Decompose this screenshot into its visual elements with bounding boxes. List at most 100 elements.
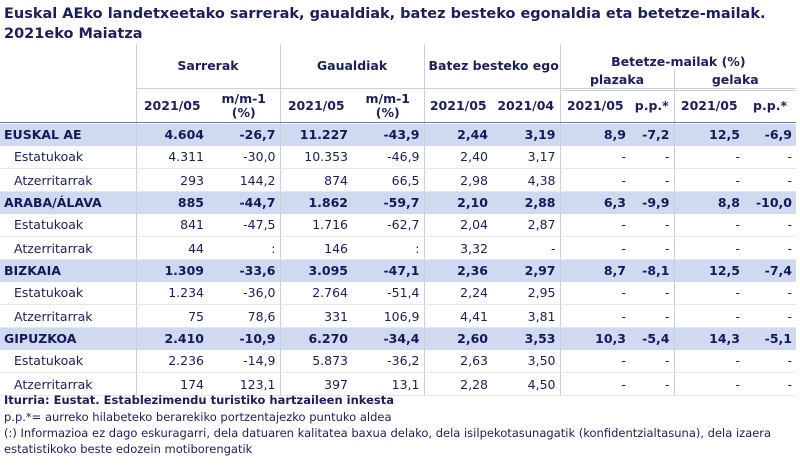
row-label: ARABA/ÁLAVA (0, 191, 137, 214)
table-cell: -5,4 (630, 327, 675, 350)
table-row: Estatukoak 841 -47,5 1.716 -62,7 2,04 2,87- - - - (0, 213, 796, 237)
table-cell: -44,7 (208, 191, 281, 214)
table-cell: -47,1 (352, 259, 425, 282)
row-label: GIPUZKOA (0, 327, 137, 350)
table-cell: 2,60 (424, 327, 492, 350)
header-year-sarrerak: 2021/05 (136, 90, 208, 124)
table-cell: -62,7 (352, 213, 425, 237)
table-cell: - (630, 213, 675, 237)
table-cell: 2,63 (424, 349, 492, 373)
table-cell: - (744, 145, 796, 169)
table-cell: 3,81 (492, 304, 561, 328)
table-cell: 106,9 (352, 304, 425, 328)
table-cell: 44 (136, 236, 208, 260)
pp-note: p.p.*= aurreko hilabeteko berarekiko por… (4, 410, 392, 424)
table-row: Atzerritarrak 293 144,2 874 66,5 2,98 4,38- - - - (0, 168, 796, 192)
region-row: EUSKAL AE 4.604 -26,7 11.227 -43,9 2,44 3,19 8,… (0, 123, 796, 146)
table-cell: 3,19 (492, 123, 561, 146)
table-title: Euskal AEko landetxeetako sarrerak, gaua… (4, 6, 766, 42)
table-cell: 4,41 (424, 304, 492, 328)
table-cell: 4.311 (136, 145, 208, 169)
table-cell: 8,7 (560, 259, 630, 282)
table-cell: - (560, 145, 630, 169)
table-cell: 11.227 (280, 123, 352, 146)
table-cell: 3,50 (492, 349, 561, 373)
table-cell: 10.353 (280, 145, 352, 169)
table-row: Estatukoak 4.311 -30,0 10.353 -46,9 2,40 3,17-… (0, 145, 796, 169)
subheader-table: plazaka gelaka 2021/05 m/m-1 (%) 2021/05… (0, 69, 797, 124)
header-mm1-sarrerak: m/m-1 (%) (208, 90, 281, 124)
table-cell: 1.862 (280, 191, 352, 214)
table-cell: 2,04 (424, 213, 492, 237)
source-note: Iturria: Eustat. Establezimendu turistik… (4, 393, 395, 407)
table-cell: - (560, 236, 630, 260)
table-cell: - (674, 281, 744, 305)
header-year-gelaka: 2021/05 (674, 90, 745, 124)
header-mm1-gaualdiak: m/m-1 (%) (352, 90, 425, 124)
table-cell: -43,9 (352, 123, 425, 146)
table-cell: -10,0 (744, 191, 796, 214)
table-cell: 2,40 (424, 145, 492, 169)
table-row: Atzerritarrak 174 123,1 397 13,1 2,28 4,50- - - - (0, 372, 796, 396)
table-cell: 2,97 (492, 259, 561, 282)
table-cell: - (674, 168, 744, 192)
table-cell: 885 (136, 191, 208, 214)
table-cell: 2,87 (492, 213, 561, 237)
table-cell: - (630, 236, 675, 260)
table-cell: 8,9 (560, 123, 630, 146)
header-year-plazaka: 2021/05 (560, 90, 630, 124)
table-cell: -6,9 (744, 123, 796, 146)
table-cell: 2.410 (136, 327, 208, 350)
row-label: Atzerritarrak (0, 372, 137, 396)
table-cell: 3,17 (492, 145, 561, 169)
table-cell: -51,4 (352, 281, 425, 305)
table-cell: -10,9 (208, 327, 281, 350)
table-cell: 841 (136, 213, 208, 237)
header-plazaka: plazaka (560, 69, 675, 91)
table-cell: - (630, 145, 675, 169)
table-cell: 2,98 (424, 168, 492, 192)
table-cell: 6.270 (280, 327, 352, 350)
table-cell: 4.604 (136, 123, 208, 146)
header-year-egonaldia-04: 2021/04 (492, 90, 561, 124)
table-cell: 146 (280, 236, 352, 260)
table-cell: - (560, 304, 630, 328)
data-table: EUSKAL AE 4.604 -26,7 11.227 -43,9 2,44 3,19 8,… (0, 123, 796, 396)
row-label: BIZKAIA (0, 259, 137, 282)
table-cell: 2,88 (492, 191, 561, 214)
table-cell: 12,5 (674, 259, 744, 282)
table-cell: 2.764 (280, 281, 352, 305)
table-cell: - (744, 213, 796, 237)
header-gelaka: gelaka (674, 69, 797, 91)
table-cell: 3.095 (280, 259, 352, 282)
table-cell: - (674, 236, 744, 260)
table-cell: - (744, 236, 796, 260)
table-cell: - (674, 145, 744, 169)
table-cell: -47,5 (208, 213, 281, 237)
table-cell: - (630, 168, 675, 192)
header-pp-gelaka: p.p.* (744, 90, 797, 124)
row-label: Estatukoak (0, 281, 137, 305)
header-pp-plazaka: p.p.* (630, 90, 675, 124)
table-cell: 2,28 (424, 372, 492, 396)
table-cell: 397 (280, 372, 352, 396)
table-cell: 10,3 (560, 327, 630, 350)
table-cell: - (674, 349, 744, 373)
row-label: Estatukoak (0, 349, 137, 373)
table-cell: 78,6 (208, 304, 281, 328)
table-cell: - (744, 281, 796, 305)
table-cell: 123,1 (208, 372, 281, 396)
table-cell: 4,38 (492, 168, 561, 192)
header-year-gaualdiak: 2021/05 (280, 90, 352, 124)
table-cell: 2,95 (492, 281, 561, 305)
table-cell: - (744, 372, 796, 396)
table-cell: -30,0 (208, 145, 281, 169)
row-label: Atzerritarrak (0, 168, 137, 192)
table-cell: -33,6 (208, 259, 281, 282)
table-cell: 2,10 (424, 191, 492, 214)
table-cell: - (744, 304, 796, 328)
table-cell: - (674, 213, 744, 237)
table-cell: - (560, 213, 630, 237)
table-cell: 293 (136, 168, 208, 192)
table-cell: - (560, 372, 630, 396)
